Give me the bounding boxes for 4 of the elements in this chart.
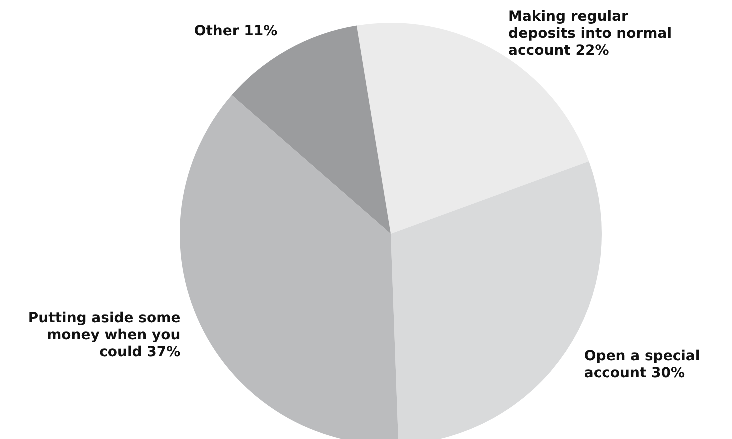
slice-label: Open a special account 30% [584, 348, 700, 382]
slice-label: Making regular deposits into normal account 22% [508, 8, 672, 59]
slice-label: Other 11% [194, 23, 278, 40]
slice-label: Putting aside some money when you could 37% [28, 310, 181, 360]
